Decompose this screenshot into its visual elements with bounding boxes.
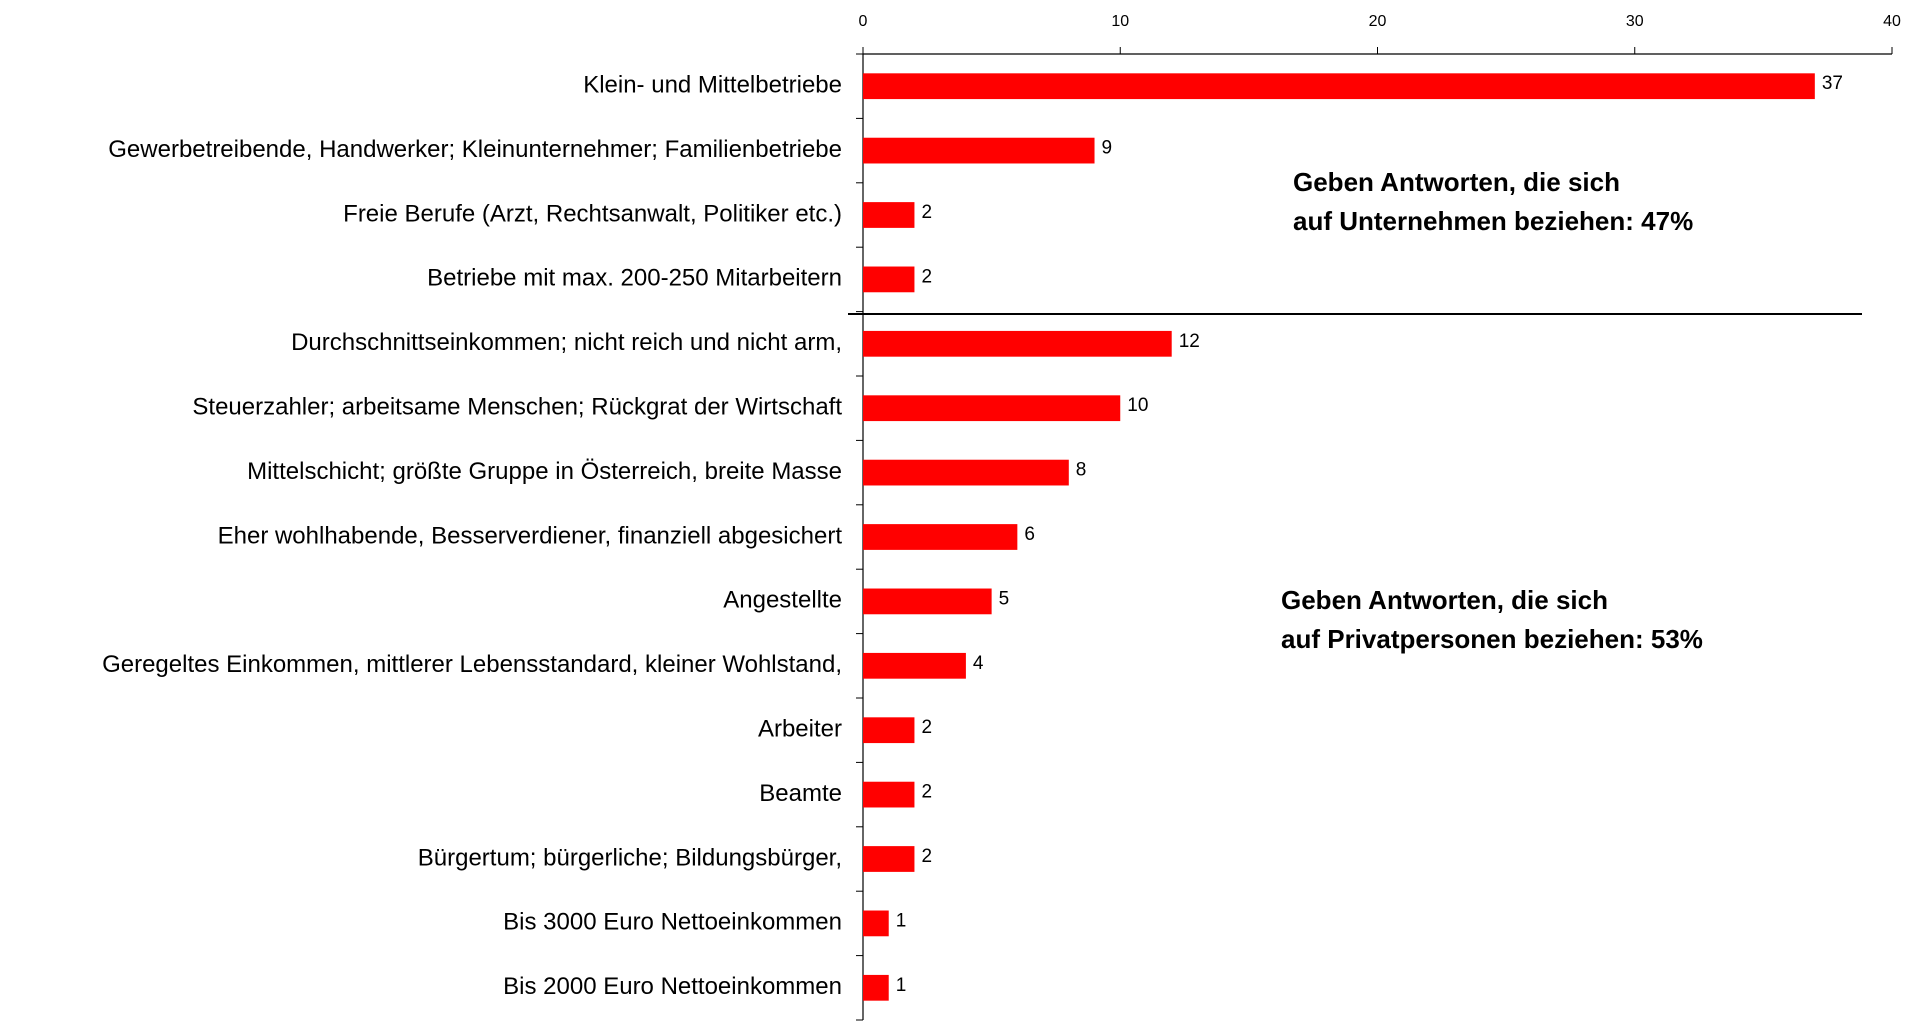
bar: [863, 652, 966, 679]
value-label: 2: [921, 266, 932, 287]
annotation: Geben Antworten, die sich: [1281, 585, 1608, 615]
value-label: 8: [1076, 460, 1087, 481]
value-label: 2: [921, 846, 932, 867]
category-label: Durchschnittseinkommen; nicht reich und …: [291, 329, 842, 356]
x-tick-label: 10: [1111, 13, 1129, 30]
value-label: 1: [896, 910, 907, 931]
bar: [863, 73, 1815, 100]
category-label: Angestellte: [723, 587, 842, 614]
category-label: Geregeltes Einkommen, mittlerer Lebensst…: [102, 651, 842, 678]
category-label: Mittelschicht; größte Gruppe in Österrei…: [247, 458, 842, 485]
bar: [863, 588, 992, 615]
bar: [863, 524, 1018, 550]
category-label: Gewerbetreibende, Handwerker; Kleinunter…: [108, 136, 842, 163]
value-label: 37: [1822, 73, 1843, 94]
annotation: auf Privatpersonen beziehen: 53%: [1281, 624, 1703, 654]
category-label: Arbeiter: [758, 716, 842, 743]
bar: [863, 330, 1172, 357]
bar: [863, 846, 915, 872]
annotation: Geben Antworten, die sich: [1293, 167, 1620, 197]
x-tick-label: 20: [1369, 13, 1387, 30]
bar: [863, 202, 915, 228]
category-label: Bis 3000 Euro Nettoeinkommen: [503, 909, 842, 936]
category-label: Steuerzahler; arbeitsame Menschen; Rückg…: [192, 394, 842, 421]
category-label: Bürgertum; bürgerliche; Bildungsbürger,: [418, 844, 842, 871]
value-label: 1: [896, 975, 907, 996]
bar: [863, 717, 915, 744]
x-tick-label: 30: [1626, 13, 1644, 30]
value-label: 10: [1127, 395, 1148, 416]
bar: [863, 137, 1095, 164]
bar: [863, 781, 915, 808]
value-label: 2: [921, 782, 932, 803]
category-label: Klein- und Mittelbetriebe: [583, 72, 842, 99]
category-label: Bis 2000 Euro Nettoeinkommen: [503, 973, 842, 1000]
bar: [863, 266, 915, 293]
category-label: Freie Berufe (Arzt, Rechtsanwalt, Politi…: [343, 200, 842, 227]
value-label: 5: [999, 588, 1010, 609]
x-tick-label: 40: [1883, 13, 1901, 30]
bar: [863, 395, 1121, 422]
x-tick-label: 0: [859, 13, 868, 30]
bar: [863, 910, 889, 937]
category-label: Betriebe mit max. 200-250 Mitarbeitern: [427, 265, 842, 292]
value-label: 12: [1179, 331, 1200, 352]
category-label: Beamte: [759, 780, 842, 807]
value-label: 2: [921, 202, 932, 223]
annotation: auf Unternehmen beziehen: 47%: [1293, 206, 1693, 236]
value-label: 4: [973, 653, 984, 674]
value-label: 2: [921, 717, 932, 738]
value-label: 9: [1102, 138, 1113, 159]
bar: [863, 459, 1069, 486]
category-label: Eher wohlhabende, Besserverdiener, finan…: [218, 522, 843, 549]
bar: [863, 974, 889, 1001]
value-label: 6: [1024, 524, 1035, 545]
